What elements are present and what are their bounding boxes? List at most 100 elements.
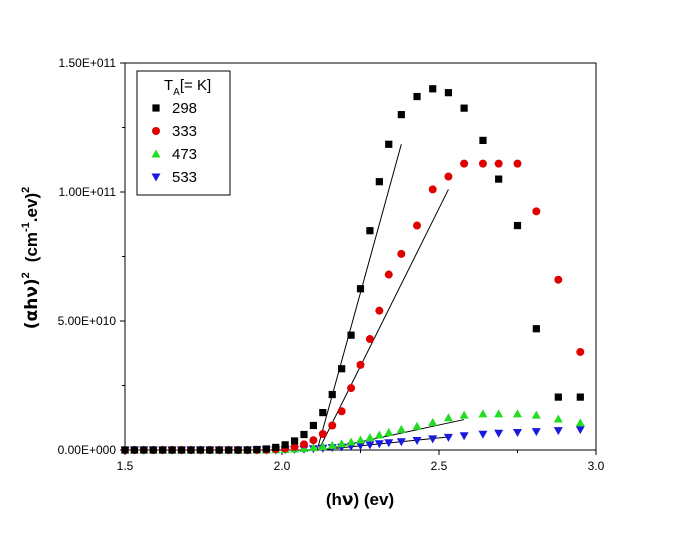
legend-label-298: 298 (172, 100, 197, 117)
point-298 (338, 365, 346, 373)
point-333 (397, 249, 406, 258)
legend-marker-533 (151, 173, 161, 182)
point-298 (290, 437, 299, 445)
point-298 (328, 390, 336, 399)
point-473 (459, 410, 469, 419)
fit-298-line (316, 144, 402, 451)
point-333 (337, 407, 346, 416)
fit-473-line (322, 419, 465, 451)
point-473 (478, 409, 488, 418)
point-473 (553, 414, 563, 423)
point-298 (159, 446, 167, 454)
point-533 (443, 433, 453, 442)
legend-label-333: 333 (172, 123, 197, 140)
point-298 (347, 331, 355, 339)
point-333 (494, 159, 503, 168)
point-298 (375, 178, 383, 186)
point-298 (495, 175, 503, 183)
point-533 (553, 427, 563, 436)
point-473 (308, 443, 318, 452)
fit-lines (316, 144, 465, 451)
point-473 (365, 433, 375, 442)
y-tick-label: 0.00E+000 (58, 443, 117, 457)
point-473 (327, 440, 337, 449)
y-tick-label: 5.00E+010 (58, 314, 117, 328)
point-298 (253, 445, 261, 454)
point-333 (384, 270, 393, 279)
point-333 (576, 347, 585, 356)
point-298 (225, 446, 233, 454)
point-473 (346, 437, 356, 446)
point-333 (328, 421, 337, 430)
point-473 (428, 417, 438, 426)
point-298 (130, 446, 139, 454)
point-533 (428, 435, 438, 444)
point-533 (513, 428, 522, 437)
point-333 (554, 275, 563, 284)
legend-label-533: 533 (172, 169, 197, 186)
point-298 (168, 446, 176, 454)
series-298 (121, 85, 584, 454)
point-298 (385, 140, 393, 148)
y-tick-label: 1.00E+011 (59, 185, 117, 199)
point-298 (554, 393, 562, 401)
point-298 (234, 446, 242, 454)
point-333 (356, 360, 365, 369)
point-333 (460, 159, 469, 168)
point-298 (149, 446, 157, 454)
x-tick-label: 1.5 (117, 459, 134, 473)
legend-marker-473 (151, 149, 161, 158)
point-473 (318, 442, 328, 451)
point-473 (337, 439, 347, 448)
y-axis: 0.00E+000 5.00E+010 1.00E+011 1.50E+011 (58, 56, 125, 457)
series-333 (121, 159, 585, 454)
point-298 (272, 443, 280, 452)
point-298 (187, 446, 195, 454)
point-298 (177, 446, 186, 454)
data-points (120, 85, 585, 455)
point-533 (531, 428, 541, 437)
point-298 (532, 325, 540, 333)
point-533 (478, 430, 488, 439)
legend-label-473: 473 (172, 146, 197, 163)
point-533 (365, 441, 375, 450)
point-298 (121, 446, 129, 454)
y-tick-label: 1.50E+011 (59, 56, 117, 70)
point-473 (531, 410, 541, 419)
point-298 (215, 446, 223, 454)
point-533 (396, 438, 406, 447)
point-333 (347, 384, 356, 393)
point-473 (412, 421, 422, 430)
point-533 (575, 426, 585, 435)
point-298 (300, 430, 308, 439)
legend-marker-298 (152, 104, 160, 112)
y-axis-title: (αhν)2(cm-1.ev)2 (20, 187, 42, 329)
point-533 (412, 436, 422, 445)
legend-marker-333 (152, 127, 160, 135)
point-298 (397, 111, 405, 119)
x-axis-title: (hν) (ev) (326, 490, 394, 510)
point-333 (299, 440, 308, 449)
point-533 (384, 439, 394, 448)
point-298 (366, 227, 374, 235)
point-298 (413, 92, 421, 101)
point-473 (513, 409, 522, 418)
point-298 (140, 446, 148, 454)
point-298 (576, 393, 584, 401)
point-533 (494, 429, 504, 438)
point-298 (281, 441, 289, 449)
point-298 (444, 89, 453, 97)
x-tick-label: 2.5 (431, 459, 448, 473)
point-298 (479, 136, 487, 144)
point-298 (460, 104, 468, 112)
point-298 (243, 446, 252, 454)
point-333 (444, 172, 453, 181)
point-298 (262, 445, 270, 453)
point-333 (318, 430, 327, 439)
point-298 (196, 446, 204, 454)
point-473 (443, 413, 453, 422)
point-333 (513, 159, 522, 168)
point-333 (413, 221, 422, 230)
point-298 (356, 285, 365, 293)
point-533 (459, 432, 469, 441)
